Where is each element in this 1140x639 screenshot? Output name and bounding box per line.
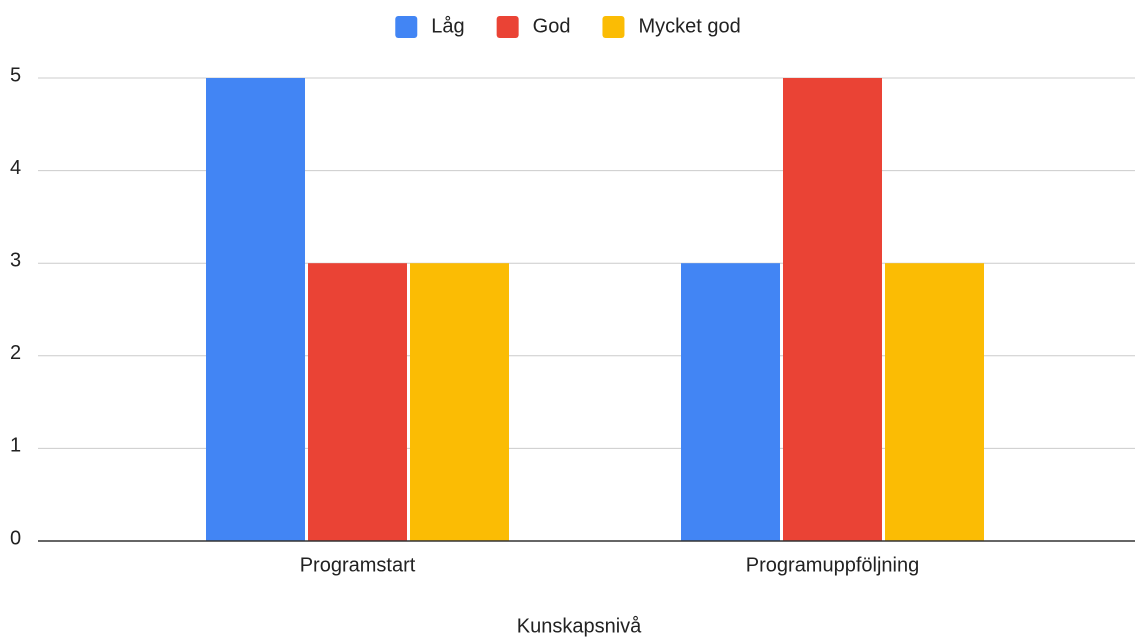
legend-label: Mycket god (638, 15, 740, 37)
bar (206, 78, 305, 541)
y-tick-label: 3 (10, 249, 21, 271)
x-tick-label: Programstart (300, 554, 416, 576)
y-tick-label: 4 (10, 157, 21, 179)
bar (885, 263, 984, 541)
bar (681, 263, 780, 541)
legend-label: God (533, 15, 571, 37)
legend-swatch (496, 16, 519, 38)
bar (783, 78, 882, 541)
legend-label: Låg (431, 15, 464, 37)
x-axis-title: Kunskapsnivå (517, 615, 642, 637)
legend-swatch (602, 16, 625, 38)
x-tick-label: Programuppföljning (746, 554, 919, 576)
y-tick-label: 0 (10, 527, 21, 549)
y-tick-label: 2 (10, 342, 21, 364)
y-tick-label: 5 (10, 64, 21, 86)
legend-swatch (395, 16, 418, 38)
bar (308, 263, 407, 541)
y-tick-label: 1 (10, 435, 21, 457)
bar (410, 263, 509, 541)
